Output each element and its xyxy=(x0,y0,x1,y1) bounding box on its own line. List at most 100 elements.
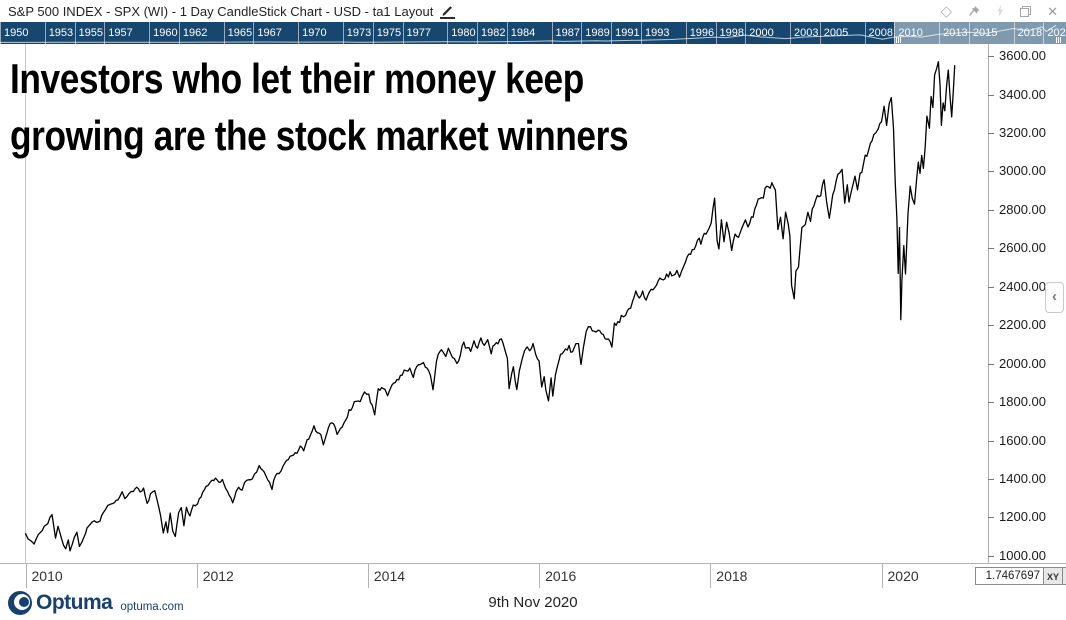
timeline-year-label: 2015 xyxy=(972,27,998,39)
y-axis-label: 2000.00 xyxy=(999,355,1046,371)
optuma-logo[interactable]: Optuma optuma.com xyxy=(8,591,184,615)
timeline-year-label: 1977 xyxy=(406,27,431,39)
timeline-year-2020[interactable]: 2020 xyxy=(1043,22,1066,44)
brand-name: Optuma xyxy=(36,591,113,614)
x-axis-time-scale[interactable]: 2010 2012 2014 2016 2018 2020 xyxy=(0,563,1066,590)
timeline-year-label: 1955 xyxy=(78,27,103,39)
selection-right-handle[interactable] xyxy=(1055,37,1061,43)
window-controls: ◇ ✕ xyxy=(941,2,1058,20)
footer: 9th Nov 2020 Optuma optuma.com xyxy=(0,588,1066,620)
timeline-year-label: 1982 xyxy=(481,27,506,39)
timeline-year-1962[interactable]: 1962 xyxy=(178,22,208,44)
timeline-year-1965[interactable]: 1965 xyxy=(223,22,253,44)
timeline-year-1953[interactable]: 1953 xyxy=(44,22,73,44)
y-axis-tick xyxy=(988,209,994,211)
scale-mode-button[interactable]: XY xyxy=(1044,567,1063,585)
timeline-year-1993[interactable]: 1993 xyxy=(641,22,669,44)
timeline-year-label: 1965 xyxy=(227,27,253,39)
timeline-year-1991[interactable]: 1991 xyxy=(611,22,640,44)
timeline-year-1950[interactable]: 1950 xyxy=(0,22,28,44)
timeline-year-2015[interactable]: 2015 xyxy=(968,22,998,44)
brand-site-link[interactable]: optuma.com xyxy=(120,600,184,613)
price-line xyxy=(24,61,956,552)
timeline-year-label: 1987 xyxy=(555,27,580,39)
timeline-year-1982[interactable]: 1982 xyxy=(477,22,505,44)
y-axis-label: 2400.00 xyxy=(999,278,1046,294)
y-axis-label: 3200.00 xyxy=(999,125,1046,140)
timeline-year-1967[interactable]: 1967 xyxy=(253,22,282,44)
timeline-year-1998[interactable]: 1998 xyxy=(715,22,744,44)
timeline-year-1987[interactable]: 1987 xyxy=(551,22,580,44)
selection-left-handle[interactable] xyxy=(896,37,902,43)
timeline-year-1957[interactable]: 1957 xyxy=(104,22,133,44)
chart-area[interactable]: Investors who let their money keep growi… xyxy=(0,44,1066,563)
timeline-year-label: 1993 xyxy=(645,27,670,39)
timeline-year-1970[interactable]: 1970 xyxy=(298,22,327,44)
timeline-year-1989[interactable]: 1989 xyxy=(581,22,610,44)
timeline-year-1973[interactable]: 1973 xyxy=(342,22,372,44)
y-axis-tick xyxy=(988,363,994,365)
timeline-year-2013[interactable]: 2013 xyxy=(939,22,968,44)
y-axis-tick xyxy=(988,248,994,250)
x-axis-separator xyxy=(367,564,369,589)
timeline-year-2018[interactable]: 2018 xyxy=(1013,22,1042,44)
y-axis-label: 3600.00 xyxy=(999,48,1046,64)
y-axis-label: 2600.00 xyxy=(999,240,1046,256)
diamond-icon[interactable]: ◇ xyxy=(940,2,953,20)
close-icon[interactable]: ✕ xyxy=(1047,3,1058,19)
y-axis-label: 2200.00 xyxy=(999,317,1046,333)
timeline-year-label: 2020 xyxy=(1047,27,1066,39)
y-axis-tick xyxy=(988,555,994,557)
timeline-year-1977[interactable]: 1977 xyxy=(402,22,431,44)
scale-value-input[interactable]: 1.7467697 xyxy=(975,567,1044,585)
x-axis-label: 2010 xyxy=(31,568,63,584)
timeline-year-1996[interactable]: 1996 xyxy=(685,22,714,44)
timeline-year-1984[interactable]: 1984 xyxy=(506,22,535,44)
headline-annotation[interactable]: Investors who let their money keep growi… xyxy=(10,50,629,164)
y-axis-tick xyxy=(988,517,994,519)
chart-date: 9th Nov 2020 xyxy=(488,594,578,611)
timeline-year-2005[interactable]: 2005 xyxy=(819,22,849,44)
y-axis-tick xyxy=(988,286,994,288)
y-axis-label: 3000.00 xyxy=(999,163,1046,179)
y-axis-label: 1400.00 xyxy=(999,470,1046,486)
price-chart[interactable] xyxy=(0,44,1066,563)
timeline-year-label: 2005 xyxy=(823,27,849,39)
timeline-year-1975[interactable]: 1975 xyxy=(372,22,402,44)
y-axis-line xyxy=(988,44,989,563)
y-axis-price-scale[interactable]: 3600.00 3400.00 3200.00 3000.00 2800.00 2600.… xyxy=(986,44,1066,563)
timeline-preview xyxy=(0,24,1057,43)
timeline-year-2003[interactable]: 2003 xyxy=(790,22,818,44)
restore-icon[interactable] xyxy=(1019,5,1032,18)
panel-toggle-button[interactable]: ‹ xyxy=(1045,282,1064,313)
timeline-year-2010[interactable]: 2010 xyxy=(894,22,923,44)
timeline-year-label: 1975 xyxy=(376,27,402,39)
timeline-bar[interactable]: 1950 1953 1955 1957 1960 1962 1965 1967 1970 1973… xyxy=(0,22,1066,44)
timeline-year-1955[interactable]: 1955 xyxy=(74,22,103,44)
timeline-year-label: 1980 xyxy=(451,27,476,39)
timeline-year-label: 2010 xyxy=(898,27,923,39)
timeline-year-label: 1973 xyxy=(346,27,372,39)
y-axis-tick xyxy=(988,402,994,404)
x-axis-label: 2016 xyxy=(545,568,577,584)
timeline-year-label: 1957 xyxy=(108,27,133,39)
timeline-year-2008[interactable]: 2008 xyxy=(864,22,893,44)
pin-icon[interactable] xyxy=(967,5,981,18)
timeline-selection[interactable] xyxy=(894,22,1066,44)
y-axis-label: 1000.00 xyxy=(999,547,1046,563)
optuma-logo-icon xyxy=(8,591,32,615)
timeline-year-label: 1967 xyxy=(257,27,282,39)
timeline-year-label: 1962 xyxy=(182,27,208,39)
flash-icon[interactable] xyxy=(996,5,1004,17)
timeline-years: 1950 1953 1955 1957 1960 1962 1965 1967 1970 1973… xyxy=(0,22,1066,44)
timeline-year-label: 1991 xyxy=(615,27,640,39)
timeline-year-2000[interactable]: 2000 xyxy=(745,22,774,44)
lock-button[interactable] xyxy=(1063,567,1066,585)
scale-box: 1.7467697 XY xyxy=(975,567,1066,585)
titlebar: S&P 500 INDEX - SPX (WI) - 1 Day CandleS… xyxy=(0,0,1066,22)
timeline-year-1960[interactable]: 1960 xyxy=(149,22,178,44)
edit-title-icon[interactable] xyxy=(440,4,456,19)
y-axis-tick xyxy=(988,325,994,327)
timeline-year-label: 1950 xyxy=(4,27,29,39)
timeline-year-1980[interactable]: 1980 xyxy=(447,22,476,44)
